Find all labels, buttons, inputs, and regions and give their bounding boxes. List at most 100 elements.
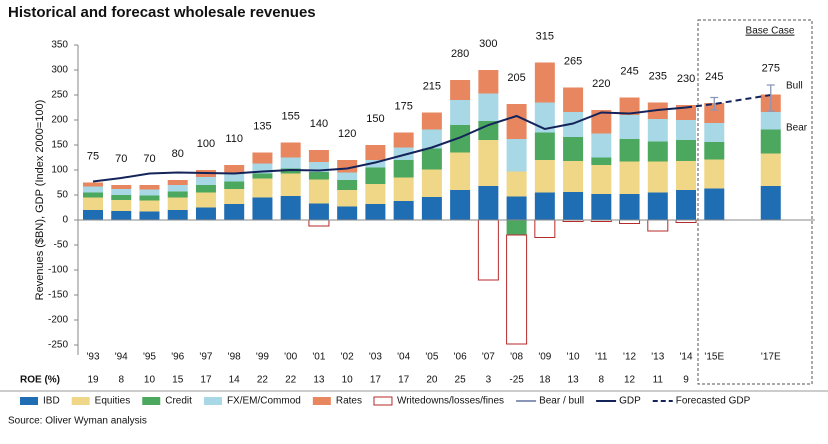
bar-segment	[704, 103, 725, 123]
range-bar	[766, 84, 775, 112]
bar-segment	[280, 173, 301, 196]
bar-segment	[563, 137, 584, 161]
bar-segment	[224, 204, 245, 220]
total-label: 245	[705, 71, 723, 83]
bar-segment	[393, 177, 414, 201]
total-label: 110	[225, 133, 243, 145]
bar-segment	[506, 104, 527, 139]
bar-segment	[139, 185, 160, 190]
bar-segment	[421, 148, 442, 170]
x-tick-label: '03	[369, 352, 382, 363]
bar-segment	[647, 119, 668, 142]
bar-segment	[704, 159, 725, 189]
bar-segment	[760, 112, 781, 130]
base-case-label: Base Case	[746, 26, 795, 37]
bar-segment	[647, 141, 668, 162]
total-label: 150	[366, 113, 384, 125]
bar-segment	[450, 190, 471, 220]
x-tick-label: '98	[228, 352, 241, 363]
y-tick-label: 350	[51, 40, 68, 51]
y-tick-label: 250	[51, 90, 68, 101]
x-tick-label: '10	[567, 352, 580, 363]
y-tick-label: 200	[51, 115, 68, 126]
y-tick-label: 0	[62, 215, 68, 226]
bar-segment	[195, 177, 216, 185]
legend-label: Forecasted GDP	[676, 396, 751, 407]
writedown-bar	[619, 219, 641, 224]
bar-segment	[252, 173, 273, 179]
total-label: 155	[282, 110, 300, 122]
roe-label: ROE (%)	[20, 375, 60, 386]
bar-segment	[365, 204, 386, 220]
legend-swatch	[312, 397, 331, 405]
total-label: 275	[762, 62, 780, 74]
y-tick-label: -50	[54, 240, 69, 251]
bar-segment	[676, 190, 697, 220]
bar-segment	[478, 121, 499, 140]
roe-value: 9	[683, 375, 689, 386]
bar-segment	[421, 169, 442, 197]
bar-segment	[252, 178, 273, 198]
y-tick-label: 300	[51, 65, 68, 76]
bar-segment	[111, 195, 132, 200]
bar-segment	[591, 157, 612, 165]
bar-segment	[704, 142, 725, 160]
bar-segment	[450, 152, 471, 190]
total-label: 245	[620, 65, 638, 77]
x-tick-label: '95	[143, 352, 156, 363]
legend-label: Credit	[165, 396, 192, 407]
bar-segment	[308, 179, 329, 204]
bull-label: Bull	[786, 81, 803, 92]
roe-value: 13	[568, 375, 580, 386]
bar-segment	[760, 186, 781, 220]
bar-segment	[365, 167, 386, 184]
total-label: 220	[592, 78, 610, 90]
y-tick-label: -200	[48, 315, 68, 326]
roe-value: 17	[398, 375, 410, 386]
bar-segment	[534, 132, 555, 160]
total-label: 300	[479, 38, 497, 50]
bar-segment	[676, 161, 697, 190]
total-label: 70	[115, 153, 127, 165]
bar-segment	[308, 150, 329, 162]
bar-segment	[111, 200, 132, 211]
total-label: 230	[677, 73, 695, 85]
bar-segment	[478, 70, 499, 94]
bar-segment	[647, 161, 668, 193]
y-tick-label: 100	[51, 165, 68, 176]
legend-label: IBD	[43, 396, 60, 407]
total-label: 70	[143, 153, 155, 165]
bar-segment	[365, 184, 386, 204]
bar-segment	[563, 192, 584, 220]
roe-value: 19	[87, 375, 99, 386]
x-tick-label: '01	[312, 352, 325, 363]
total-label: 235	[649, 70, 667, 82]
x-tick-label: '07	[482, 352, 495, 363]
bar-segment	[224, 172, 245, 182]
line	[92, 106, 687, 183]
bar-segment	[224, 165, 245, 173]
bar-segment	[619, 97, 640, 115]
bar-segment	[506, 220, 527, 235]
legend-label: Bear / bull	[539, 396, 584, 407]
total-label: 215	[423, 80, 441, 92]
roe-value: 10	[342, 375, 354, 386]
x-tick-label: '93	[86, 352, 99, 363]
bar-segment	[450, 100, 471, 125]
bear-label: Bear	[786, 123, 808, 134]
bar-segment	[421, 112, 442, 130]
bar-segment	[534, 160, 555, 193]
bar-segment	[252, 163, 273, 174]
bar-segment	[139, 189, 160, 196]
roe-value: 14	[229, 375, 241, 386]
bar-segment	[252, 152, 273, 164]
roe-value: 22	[285, 375, 297, 386]
bar-segment	[337, 172, 358, 180]
bar-segment	[111, 189, 132, 195]
writedown-bar	[647, 219, 669, 232]
bar-segment	[83, 186, 103, 193]
total-label: 280	[451, 48, 469, 60]
legend-label: FX/EM/Commod	[227, 396, 301, 407]
bar-segment	[534, 192, 555, 220]
